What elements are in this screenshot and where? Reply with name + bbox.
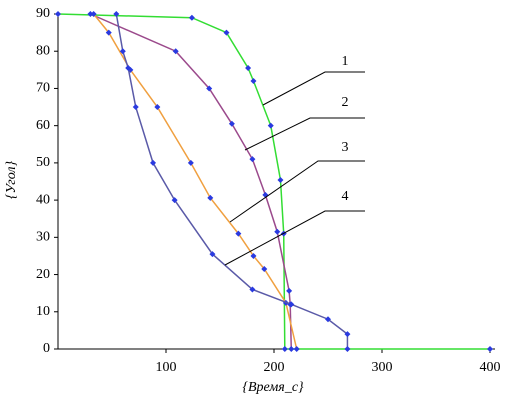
x-axis-title: {Время_с} — [242, 380, 304, 395]
data-point — [223, 29, 230, 36]
data-point — [150, 159, 157, 166]
y-tick-label: 90 — [36, 6, 50, 21]
data-point — [154, 104, 161, 111]
data-point — [249, 156, 256, 163]
data-point — [249, 286, 256, 293]
data-point — [274, 228, 281, 235]
data-point — [87, 11, 94, 17]
series-label: 4 — [342, 189, 349, 204]
data-point — [344, 331, 351, 338]
data-point — [187, 159, 194, 166]
y-tick-label: 60 — [36, 118, 50, 133]
data-point — [261, 265, 268, 272]
data-point — [286, 287, 293, 294]
data-point — [206, 85, 213, 92]
data-point — [125, 64, 132, 71]
leader-line — [229, 160, 365, 223]
data-point — [132, 104, 139, 111]
series-line — [57, 13, 490, 350]
series-label: 2 — [342, 95, 349, 110]
y-tick-label: 40 — [36, 192, 50, 207]
x-tick-label: 300 — [372, 360, 393, 375]
y-tick-label: 50 — [36, 155, 50, 170]
data-point — [235, 230, 242, 237]
x-tick-label: 400 — [480, 360, 501, 375]
data-point — [288, 346, 295, 352]
data-point — [188, 14, 195, 21]
leader-line — [262, 71, 365, 106]
series-line — [115, 13, 349, 349]
series-label: 1 — [342, 54, 349, 69]
data-point — [105, 29, 112, 36]
data-point — [245, 64, 252, 71]
x-tick-label: 200 — [264, 360, 285, 375]
data-point — [325, 316, 331, 323]
series-line — [90, 13, 293, 350]
data-point — [267, 122, 274, 129]
series-line — [93, 13, 298, 350]
y-axis-title: {Угол} — [4, 161, 19, 200]
y-tick-label: 30 — [36, 230, 50, 245]
data-point — [288, 301, 295, 308]
data-point — [113, 11, 120, 17]
data-point — [209, 251, 216, 258]
leader-line — [244, 117, 365, 151]
y-tick-label: 0 — [43, 341, 50, 356]
data-point — [277, 177, 284, 184]
leader-line — [224, 210, 365, 266]
y-tick-label: 10 — [36, 304, 50, 319]
data-point — [250, 78, 257, 84]
data-point — [207, 194, 214, 201]
data-point — [487, 346, 493, 352]
data-point — [293, 346, 300, 352]
x-tick-label: 100 — [156, 360, 177, 375]
data-point — [344, 346, 351, 352]
y-tick-label: 70 — [36, 81, 50, 96]
data-point — [90, 11, 97, 17]
data-point — [171, 197, 178, 204]
y-tick-label: 20 — [36, 267, 50, 282]
data-point — [228, 120, 235, 127]
data-point — [55, 11, 61, 17]
data-point — [281, 346, 288, 352]
data-point — [250, 252, 257, 259]
y-tick-label: 80 — [36, 43, 50, 58]
series-label: 3 — [342, 140, 349, 155]
data-point — [172, 48, 179, 55]
data-point — [119, 48, 126, 55]
